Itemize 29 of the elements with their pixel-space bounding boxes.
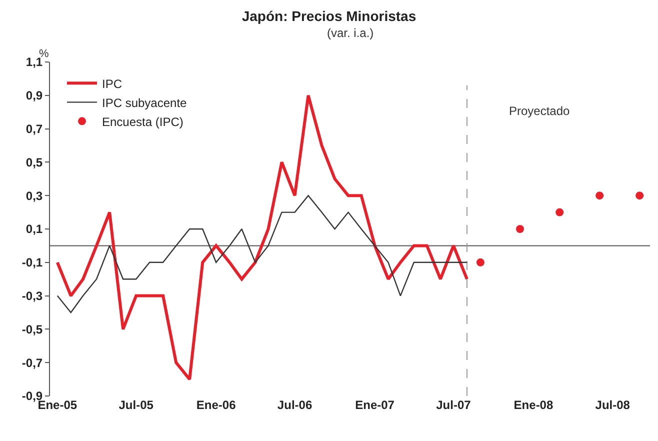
x-tick-label: Jul-06: [277, 398, 312, 412]
y-tick-label: 0,9: [26, 88, 43, 103]
y-tick-label: 0,3: [26, 188, 43, 203]
x-tick-label: Ene-06: [196, 398, 236, 412]
y-tick-label: 0,7: [26, 122, 43, 136]
chart-subtitle: (var. i.a.): [327, 26, 374, 40]
chart-title: Japón: Precios Minoristas: [242, 8, 416, 24]
line-series: [56, 94, 468, 381]
annotation: Proyectado: [509, 104, 570, 118]
y-tick-label: -0,7: [22, 356, 43, 370]
y-tick-label: -0,3: [22, 289, 43, 303]
point: [596, 192, 604, 200]
legend-label: IPC: [102, 76, 122, 91]
x-tick-label: Jul-07: [436, 398, 472, 412]
x-tick-label: Jul-05: [118, 398, 154, 412]
y-tick-label: 0,5: [26, 155, 43, 170]
x-tick-label: Jul-08: [595, 398, 630, 412]
legend-label: Encuesta (IPC): [102, 114, 184, 129]
legend-label: IPC subyacente: [102, 96, 188, 110]
point: [556, 208, 564, 216]
line-series: [56, 195, 468, 314]
x-tick-label: Ene-07: [355, 398, 395, 412]
y-tick-label: 0,1: [26, 222, 43, 236]
point: [516, 225, 524, 233]
x-tick-label: Ene-08: [514, 398, 554, 412]
point: [476, 258, 484, 266]
y-tick-label: -0,1: [22, 256, 43, 270]
point: [636, 192, 644, 200]
y-tick-label: -0,5: [22, 322, 43, 336]
